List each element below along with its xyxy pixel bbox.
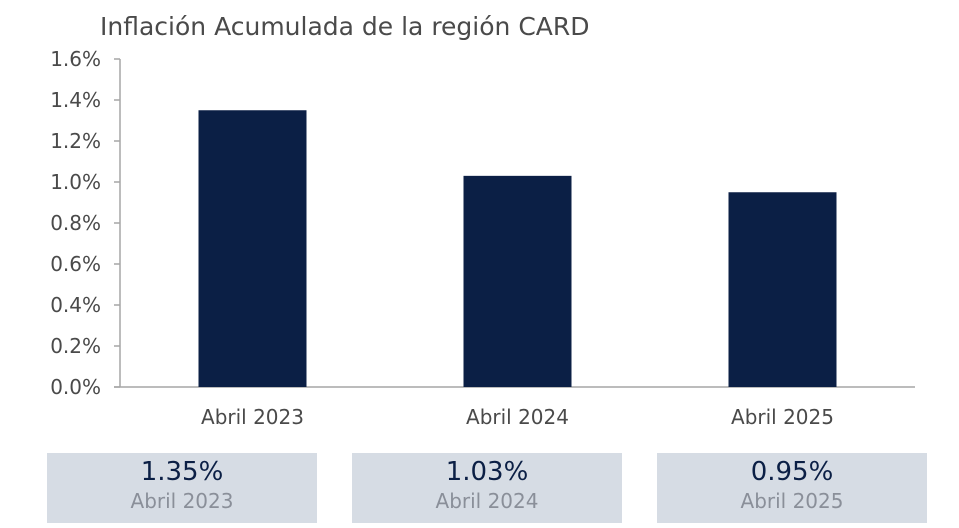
summary-card-2: 1.03% Abril 2024 <box>352 453 622 523</box>
y-tick-label: 0.2% <box>50 334 101 358</box>
y-tick-label: 0.6% <box>50 252 101 276</box>
card-value: 0.95% <box>750 457 834 487</box>
chart-title: Inflación Acumulada de la región CARD <box>100 12 590 41</box>
y-tick-label: 1.0% <box>50 170 101 194</box>
card-label: Abril 2025 <box>740 489 844 513</box>
x-tick-label: Abril 2023 <box>201 405 304 429</box>
y-tick-label: 0.0% <box>50 375 101 399</box>
card-value: 1.03% <box>445 457 529 487</box>
y-tick-label: 0.8% <box>50 211 101 235</box>
y-tick-label: 1.6% <box>50 47 101 71</box>
x-tick-label: Abril 2024 <box>466 405 569 429</box>
x-tick-label: Abril 2025 <box>731 405 834 429</box>
y-tick-label: 0.4% <box>50 293 101 317</box>
bar-chart: 0.0% 0.2% 0.4% 0.6% 0.8% 1.0% 1.2% 1.4% 1.6% Abri… <box>50 47 915 429</box>
summary-card-1: 1.35% Abril 2023 <box>47 453 317 523</box>
summary-card-3: 0.95% Abril 2025 <box>657 453 927 523</box>
bar <box>463 175 572 387</box>
bar <box>728 192 837 387</box>
card-label: Abril 2024 <box>435 489 539 513</box>
card-label: Abril 2023 <box>130 489 234 513</box>
y-tick-label: 1.4% <box>50 88 101 112</box>
card-value: 1.35% <box>140 457 224 487</box>
bar <box>198 110 307 387</box>
y-tick-label: 1.2% <box>50 129 101 153</box>
